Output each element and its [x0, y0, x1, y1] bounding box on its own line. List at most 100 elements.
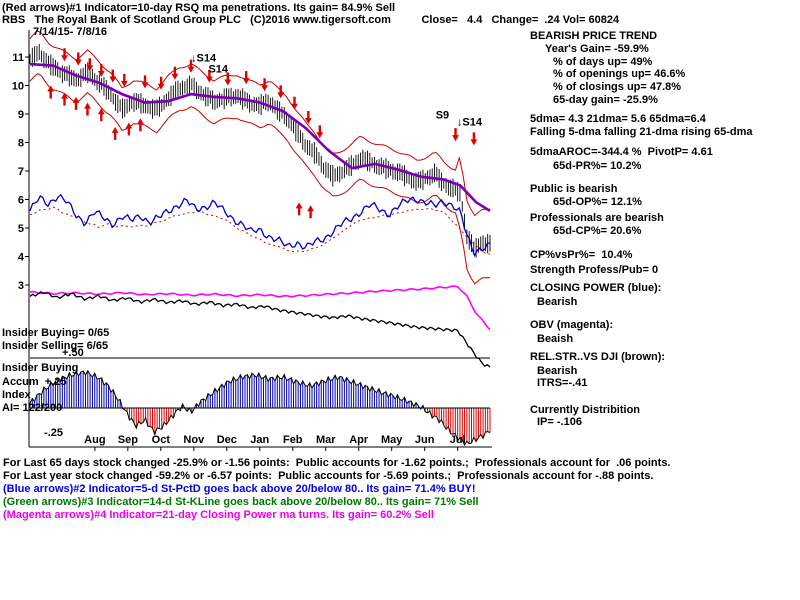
rel-str-heading: REL.STR..VS DJI (brown): — [530, 351, 666, 363]
month-axis-label: Feb — [283, 434, 303, 446]
openings-up-stat: % of openings up= 46.6% — [553, 68, 686, 80]
cp-ma-dotted-line — [29, 206, 491, 255]
red-down-arrow-icon — [120, 73, 128, 87]
red-down-arrow-icon — [97, 63, 105, 77]
footer-line-4: (Green arrows)#3 Indicator=14-d St-KLine… — [3, 496, 479, 508]
red-down-arrow-icon — [316, 125, 324, 139]
ticker-header-line: RBS The Royal Bank of Scotland Group PLC… — [2, 14, 620, 26]
accum-plus50-label: +.50 — [62, 347, 84, 359]
red-up-arrow-icon — [295, 202, 303, 216]
red-up-arrow-icon — [125, 122, 133, 136]
red-up-arrow-icon — [97, 108, 105, 122]
footer-line-2: For Last year stock changed -59.2% or -6… — [3, 470, 654, 482]
red-down-arrow-icon — [261, 78, 268, 92]
accum-index-histogram — [29, 369, 491, 447]
red-down-arrow-icon — [171, 66, 179, 80]
accum-minus25-label: -.25 — [44, 427, 63, 439]
month-axis-label: Apr — [349, 434, 369, 446]
month-axis-label: Mar — [316, 434, 336, 446]
red-down-arrow-icon — [61, 48, 68, 62]
price-axis-tick-label: 7 — [18, 166, 24, 178]
closing-power-line — [29, 193, 491, 257]
red-down-arrow-icon — [242, 71, 250, 85]
red-down-arrow-icon — [157, 76, 165, 90]
accum-index-label: Index — [2, 389, 31, 401]
obv-heading: OBV (magenta): — [530, 319, 614, 331]
red-down-arrow-icon — [141, 75, 149, 89]
rel-strength-line — [29, 291, 491, 368]
signal-label: S14 — [208, 64, 228, 76]
price-axis-tick-label: 5 — [18, 223, 24, 235]
red-up-arrow-icon — [84, 102, 91, 116]
red-down-arrow-icon — [86, 58, 94, 72]
red-down-arrow-icon — [277, 85, 285, 99]
pr-percent-stat: 65d-PR%= 10.2% — [553, 160, 642, 172]
red-up-arrow-icon — [137, 118, 144, 132]
insider-selling-stat: Insider Selling= 6/65 — [2, 340, 109, 352]
price-axis-tick-label: 4 — [18, 252, 25, 264]
signal-label: S9 — [436, 109, 449, 121]
red-up-arrow-icon — [111, 126, 119, 140]
accum-plus25-label: Accum +.25 — [2, 376, 67, 388]
rel-str-status: Bearish — [537, 365, 578, 377]
month-axis-label: Aug — [84, 434, 105, 446]
price-axis-tick-label: 6 — [18, 195, 24, 207]
closings-up-stat: % of closings up= 47.8% — [553, 81, 682, 93]
red-down-arrow-icon — [470, 132, 478, 146]
month-axis-label: Oct — [152, 434, 171, 446]
signal-label: ↓S14 — [457, 116, 483, 128]
red-down-arrow-icon — [291, 96, 298, 110]
ma21-line — [29, 62, 491, 213]
dma-trend-stat: Falling 5-dma falling 21-dma rising 65-d… — [530, 126, 753, 138]
price-band-lines — [29, 30, 491, 285]
red-down-arrow-icon — [74, 52, 82, 66]
trend-heading: BEARISH PRICE TREND — [530, 30, 658, 42]
op-percent-stat: 65d-OP%= 12.1% — [553, 196, 642, 208]
65day-gain-stat: 65-day gain= -25.9% — [553, 94, 658, 106]
price-axis-tick-label: 9 — [18, 109, 24, 121]
footer-line-5: (Magenta arrows)#4 Indicator=21-day Clos… — [3, 509, 434, 521]
red-up-arrow-icon — [61, 92, 68, 106]
date-range-label: 7/14/15- 7/8/16 — [33, 26, 108, 38]
red-down-arrow-icon — [452, 128, 459, 142]
axes: 11 10 9 8 7 6 5 4 3 Aug Sep Oct Nov Dec Jan Feb Mar Apr Ma… — [12, 30, 492, 451]
itrs-stat: ITRS=-.41 — [537, 377, 588, 389]
years-gain-stat: Year's Gain= -59.9% — [545, 43, 649, 55]
professionals-sentiment-label: Professionals are bearish — [530, 212, 664, 224]
cp-percent-stat: 65d-CP%= 20.6% — [553, 225, 642, 237]
month-axis-label: Nov — [183, 434, 205, 446]
price-ohlc-bars — [29, 44, 491, 258]
indicator-header-line: (Red arrows)#1 Indicator=10-day RSQ ma p… — [2, 2, 396, 14]
red-down-arrow-icon — [206, 69, 213, 83]
signal-label: ↓S14 — [191, 52, 217, 64]
price-axis-tick-label: 8 — [18, 138, 24, 150]
month-axis-label: Jul — [450, 434, 466, 446]
days-up-stat: % of days up= 49% — [553, 56, 653, 68]
obv-status: Beaish — [537, 333, 574, 345]
ip-stat: IP= -.106 — [537, 416, 582, 428]
ai-ratio-stat: AI= 122/200 — [2, 402, 63, 414]
dma-values-stat: 5dma= 4.3 21dma= 5.6 65dma=6.4 — [530, 113, 706, 125]
red-up-arrow-icon — [47, 85, 55, 99]
public-sentiment-label: Public is bearish — [530, 183, 618, 195]
month-axis-label: May — [381, 434, 403, 446]
insider-buying-label: Insider Buying — [2, 362, 79, 374]
price-axis-tick-label: 3 — [18, 280, 24, 292]
month-axis-label: Dec — [217, 434, 237, 446]
red-up-arrow-icon — [72, 96, 80, 110]
footer-line-3: (Blue arrows)#2 Indicator=5-d St-PctD go… — [3, 483, 476, 495]
month-axis-label: Jun — [415, 434, 435, 446]
red-up-arrow-icon — [307, 205, 314, 219]
price-axis-tick-label: 11 — [12, 52, 24, 64]
closing-power-heading: CLOSING POWER (blue): — [530, 282, 662, 294]
footer-line-1: For Last 65 days stock changed -25.9% or… — [3, 457, 671, 469]
red-down-arrow-icon — [304, 110, 312, 124]
red-down-arrow-icon — [187, 59, 195, 73]
distribution-status: Currently Distribition — [530, 404, 641, 416]
month-axis-label: Sep — [118, 434, 138, 446]
month-axis-label: Jan — [250, 434, 269, 446]
red-down-arrow-icon — [109, 69, 117, 83]
